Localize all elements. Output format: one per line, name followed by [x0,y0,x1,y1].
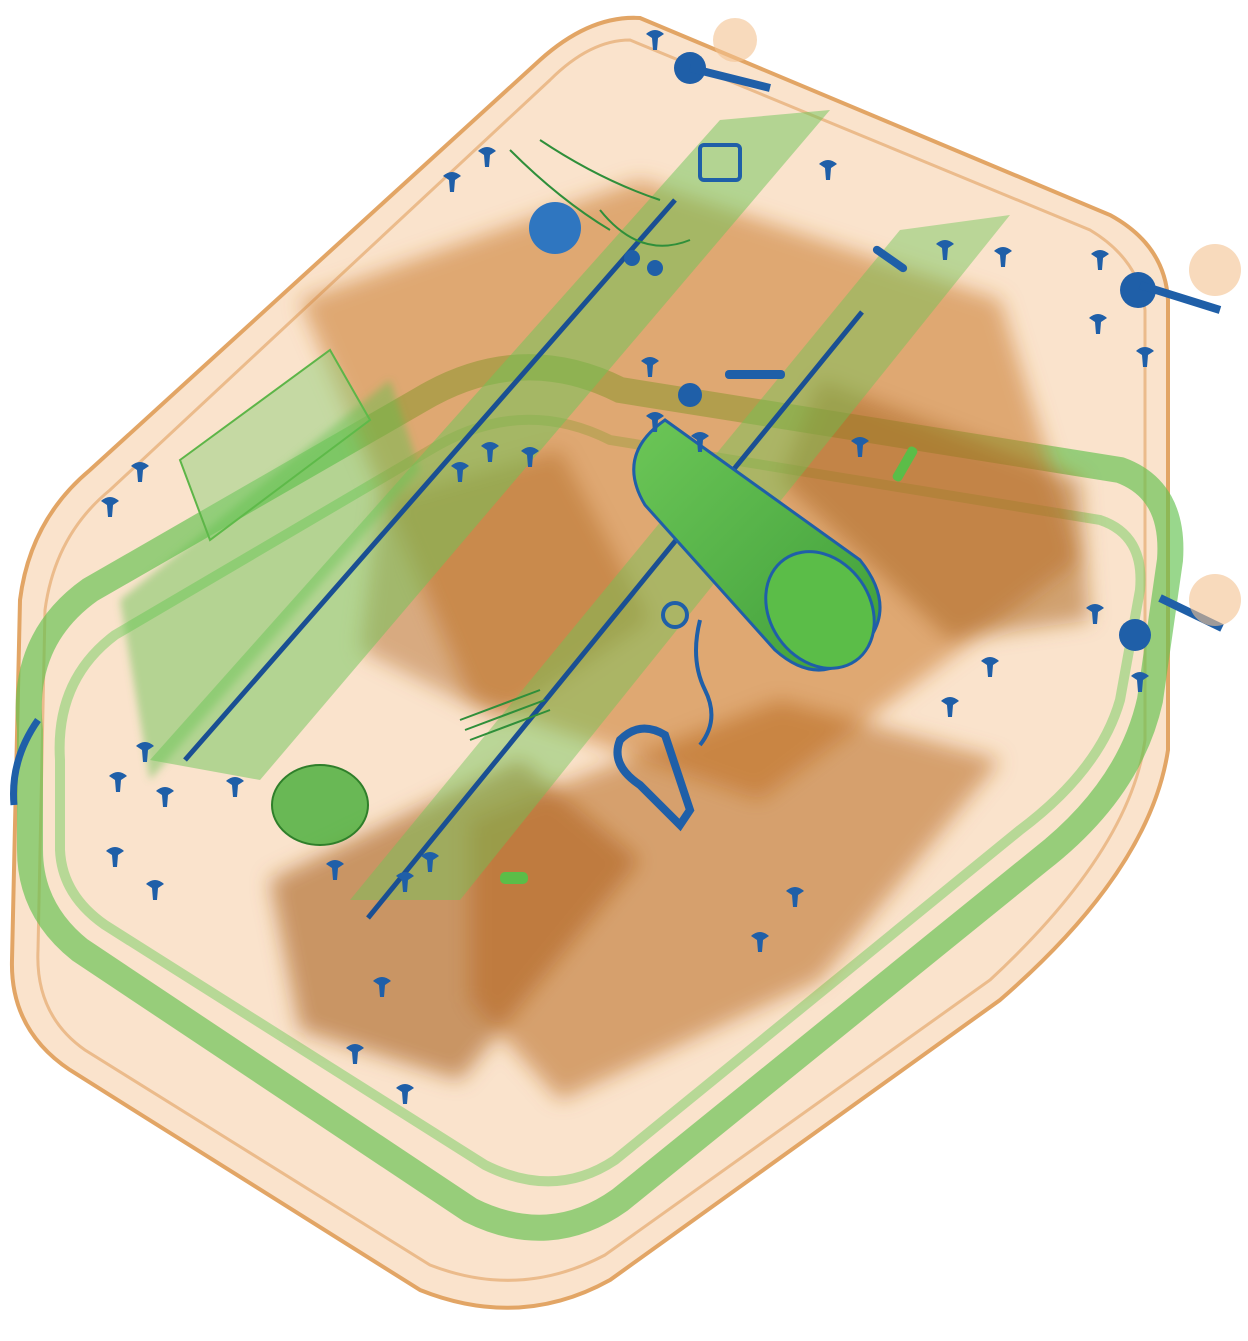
rivet [1131,672,1149,692]
rivet [521,447,539,467]
rivet [941,697,959,717]
rivet [326,860,344,880]
rivet [786,887,804,907]
rivet [691,432,709,452]
rivet [106,847,124,867]
fan-shaped-part [529,202,581,254]
rivet [109,772,127,792]
rivet [131,462,149,482]
rivet [451,462,469,482]
cylindrical-canister [632,370,882,672]
rivet [819,160,837,180]
rivet [1089,314,1107,334]
shell-rivets [101,30,1154,1104]
rivet [443,172,461,192]
handle-rail-right [366,310,864,920]
wire-coil [694,619,714,747]
wheels [674,18,1241,651]
metal-clip-object [613,724,695,832]
wheel-right-lower [1119,574,1241,651]
rivet [156,787,174,807]
small-metal-parts [500,143,918,884]
rivet [1091,250,1109,270]
rivet [146,880,164,900]
rivet [646,412,664,432]
rivet [478,147,496,167]
rivet [396,872,414,892]
rivet [851,437,869,457]
rivet [373,977,391,997]
rivet [981,657,999,677]
mesh-pocket [120,348,420,780]
rivet [396,1084,414,1104]
rivet [136,742,154,762]
rivet [646,30,664,50]
rivet [936,240,954,260]
rivet [641,357,659,377]
oval-container [271,764,369,846]
rivet [1086,604,1104,624]
zipper-pulls [459,139,691,741]
rivet [101,497,119,517]
rivet [421,852,439,872]
wheel-top [674,18,771,92]
rivet [1136,347,1154,367]
rivet [751,932,769,952]
side-handle [10,717,41,806]
wheel-right-upper [1120,244,1241,314]
rivet [346,1044,364,1064]
rivet [226,777,244,797]
rivet [481,442,499,462]
rivet [994,247,1012,267]
handle-rail-left [183,198,677,762]
